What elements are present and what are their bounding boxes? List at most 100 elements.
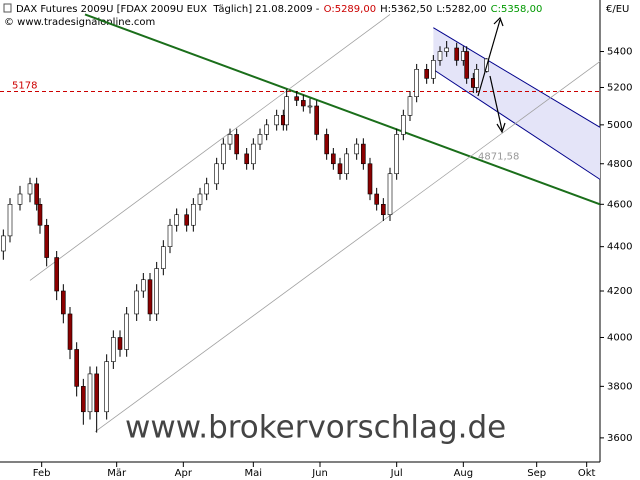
annotation: 4871,58 [478,152,519,163]
trend-line [84,13,601,206]
y-tick-label: 4400 [607,242,632,253]
candle-body [274,115,279,126]
candle-body [204,183,209,195]
candle-body [387,173,393,216]
candle-body [221,143,226,165]
candle-body [301,100,306,107]
x-tick-label: Mär [107,468,127,479]
candle-body [44,224,49,258]
x-tick-label: Mai [245,468,263,479]
x-tick-label: Feb [33,468,51,479]
candle-body [161,246,166,269]
candle-body [394,134,399,175]
candle-body [257,134,263,145]
candle-body [227,134,233,145]
x-tick-label: Apr [175,468,193,479]
candle-body [214,163,219,185]
channel-fill [433,27,600,180]
candle-body [184,214,189,226]
y-tick-label: 4600 [607,199,632,210]
watermark: www.brokervorschlag.de [125,410,506,446]
candle-body [7,204,13,237]
candle-body [354,143,359,155]
candle-body [37,204,43,226]
header-part: DAX Futures 2009U [FDAX 2009U EUX Täglic… [16,4,320,15]
candle-body [337,163,343,175]
candle-body [174,214,179,226]
icon [3,3,12,13]
candle-body [197,193,203,205]
trend-line [94,61,601,433]
candle-body [141,279,146,292]
x-tick-label: Aug [454,468,474,479]
x-tick-label: Jul [390,468,403,479]
candle-body [424,69,429,79]
candle-body [81,386,86,413]
candle-body [94,373,99,413]
candle-body [444,47,449,52]
candle-body [401,115,406,135]
x-tick-label: Okt [578,468,596,479]
copyright: © www.tradesignalonline.com [4,17,155,28]
candle-body [104,361,109,413]
candle-body [154,268,159,315]
candle-body [474,69,479,88]
candle-body [1,235,6,252]
candle-body [437,51,443,61]
arrows [477,16,506,134]
candle-body [381,204,386,216]
candle-body [407,96,413,116]
y-tick-label: 3800 [607,381,632,392]
candle-body [111,337,116,362]
candle-body [367,163,373,195]
candle-body [67,313,73,350]
candle-body [87,373,93,413]
header-part: C:5358,00 [491,4,543,15]
candle-body [34,183,39,205]
candle-body [454,47,459,61]
trend-line [29,14,391,281]
channel-line [433,27,601,128]
x-tick-label: Sep [527,468,546,479]
candle-body [414,69,419,97]
candle-body [27,183,33,195]
candle-body [117,337,123,350]
candle-body [167,224,173,247]
y-tick-label: 5000 [607,120,632,131]
header-part: H:5362,50 [380,4,432,15]
y-tick-label: 3600 [607,433,632,444]
candle-body [251,143,256,165]
candle-body [147,279,153,315]
candle-body [17,193,23,205]
candle-body [294,96,299,101]
unit: €/EU [606,4,629,15]
candle-body [344,153,349,175]
candle-body [314,105,319,135]
y-tick-label: 4200 [607,286,632,297]
y-tick-label: 5400 [607,47,632,58]
header-part: O:5289,00 [324,4,376,15]
channel-line [433,69,601,180]
candle-body [74,349,79,387]
candle-body [124,313,129,350]
candle-body [307,105,313,108]
candle-body [234,134,239,155]
level-label: 5178 [12,81,37,92]
candle-body [464,51,469,79]
candle-body [361,143,366,165]
candle-body [331,153,336,165]
candle-body [284,96,289,126]
candle-body [324,134,329,155]
candle-body [61,290,66,315]
candle-body [54,257,59,292]
candle-body [244,153,249,165]
y-tick-label: 5200 [607,82,632,93]
y-tick-label: 4000 [607,332,632,343]
candle-body [134,290,139,315]
header: DAX Futures 2009U [FDAX 2009U EUX Täglic… [16,4,542,15]
x-tick-label: Jun [311,468,328,479]
plot: 5178 4871,58 [0,13,601,433]
header-part: L:5282,00 [436,4,486,15]
y-tick-label: 4800 [607,159,632,170]
